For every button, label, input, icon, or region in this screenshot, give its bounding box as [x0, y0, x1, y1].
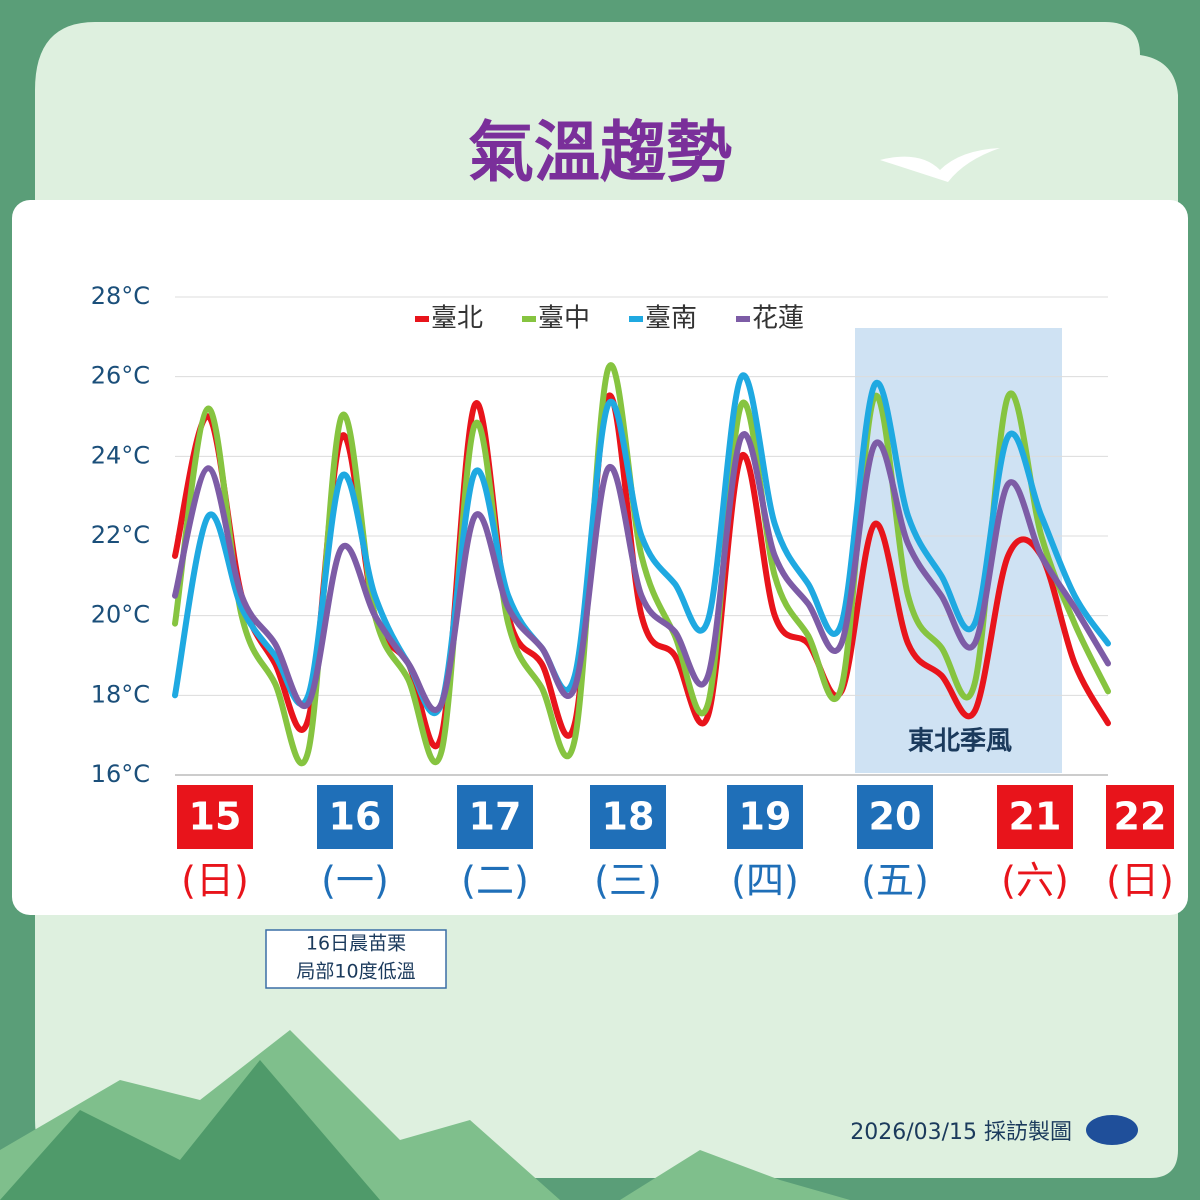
day-date: 17 [469, 795, 522, 839]
day-weekday: (日) [1106, 859, 1174, 903]
day-date: 22 [1114, 795, 1167, 839]
chart-title: 氣溫趨勢 [468, 114, 732, 191]
day-date: 15 [189, 795, 242, 839]
day-date: 16 [329, 795, 382, 839]
legend-swatch [415, 316, 429, 322]
note-line: 16日晨苗栗 [306, 933, 406, 955]
y-tick-label: 22°C [91, 521, 150, 549]
note-line: 局部10度低溫 [296, 961, 415, 983]
logo [1086, 1115, 1138, 1145]
day-box [857, 785, 933, 849]
y-tick-label: 18°C [91, 680, 150, 708]
bird [880, 148, 1000, 182]
legend-swatch [629, 316, 643, 322]
day-weekday: (二) [461, 859, 529, 903]
day-box [457, 785, 533, 849]
annotation: 東北季風 [908, 727, 1012, 757]
day-weekday: (五) [861, 859, 929, 903]
day-box [727, 785, 803, 849]
day-weekday: (一) [321, 859, 389, 903]
day-box [1106, 785, 1174, 849]
y-tick-label: 24°C [91, 441, 150, 469]
day-weekday: (三) [594, 859, 662, 903]
y-tick-label: 28°C [91, 282, 150, 310]
day-box [997, 785, 1073, 849]
y-tick-label: 20°C [91, 601, 150, 629]
day-box [590, 785, 666, 849]
note-box [265, 929, 447, 989]
day-date: 20 [869, 795, 922, 839]
legend-label: 臺中 [538, 304, 590, 334]
y-tick-label: 26°C [91, 362, 150, 390]
legend-swatch [522, 316, 536, 322]
y-tick-label: 16°C [91, 760, 150, 788]
legend-swatch [736, 316, 750, 322]
day-date: 21 [1009, 795, 1062, 839]
legend-label: 臺南 [645, 304, 697, 334]
day-weekday: (六) [1001, 859, 1069, 903]
mountain [620, 1150, 850, 1200]
footer: 2026/03/15 採訪製圖 [850, 1120, 1072, 1145]
mountain [0, 1060, 380, 1200]
legend-label: 花蓮 [752, 304, 804, 334]
day-date: 19 [739, 795, 792, 839]
series-line [172, 372, 1111, 716]
day-box [317, 785, 393, 849]
day-weekday: (日) [181, 859, 249, 903]
day-box [177, 785, 253, 849]
day-date: 18 [602, 795, 655, 839]
day-weekday: (四) [731, 859, 799, 903]
series-line [172, 431, 1111, 713]
legend-label: 臺北 [431, 304, 483, 334]
